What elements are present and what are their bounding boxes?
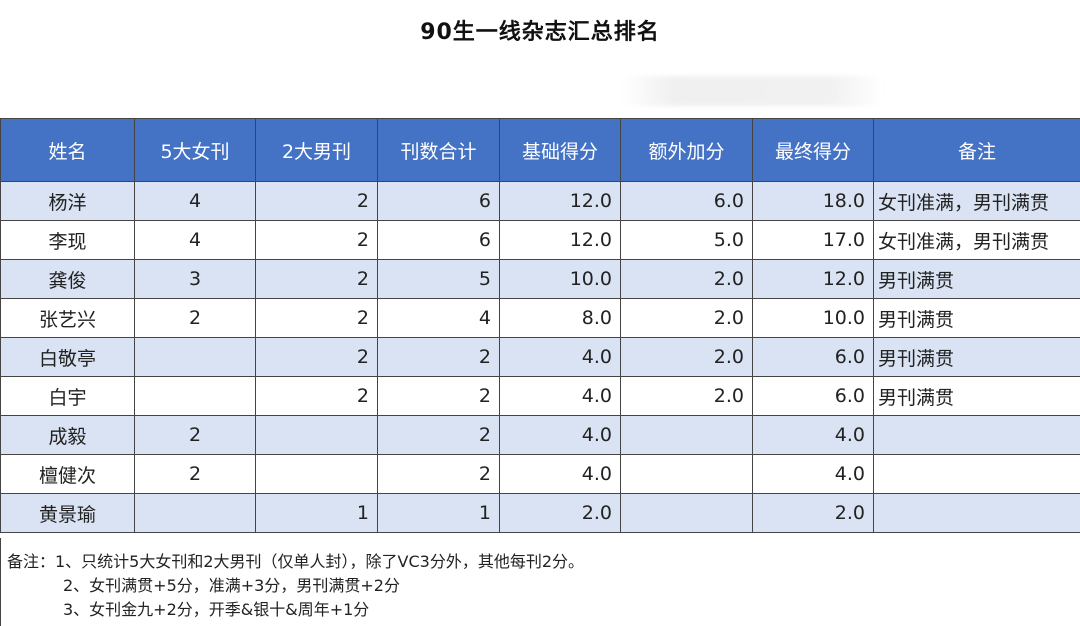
table-row: 张艺兴 2 2 4 8.0 2.0 10.0 男刊满贯 xyxy=(0,298,1080,338)
note-line-2: 2、女刊满贯+5分，准满+3分，男刊满贯+2分 xyxy=(63,576,400,595)
cell-total-count: 5 xyxy=(377,259,500,299)
cell-remarks: 女刊准满，男刊满贯 xyxy=(873,220,1080,260)
cell-bonus-score: 2.0 xyxy=(620,337,753,377)
cell-female-magazines: 2 xyxy=(134,454,256,494)
cell-remarks: 男刊满贯 xyxy=(873,259,1080,299)
cell-base-score: 4.0 xyxy=(499,454,621,494)
cell-male-magazines xyxy=(255,415,378,455)
table-row: 李现 4 2 6 12.0 5.0 17.0 女刊准满，男刊满贯 xyxy=(0,220,1080,260)
cell-name: 黄景瑜 xyxy=(0,493,135,533)
cell-female-magazines xyxy=(134,376,256,416)
cell-male-magazines: 2 xyxy=(255,259,378,299)
cell-male-magazines: 2 xyxy=(255,376,378,416)
cell-bonus-score: 2.0 xyxy=(620,259,753,299)
cell-final-score: 10.0 xyxy=(752,298,874,338)
table-row: 白敬亭 2 2 4.0 2.0 6.0 男刊满贯 xyxy=(0,337,1080,377)
cell-female-magazines: 3 xyxy=(134,259,256,299)
cell-bonus-score: 2.0 xyxy=(620,376,753,416)
cell-bonus-score: 5.0 xyxy=(620,220,753,260)
cell-base-score: 4.0 xyxy=(499,415,621,455)
column-header-final-score: 最终得分 xyxy=(752,118,874,182)
cell-male-magazines: 1 xyxy=(255,493,378,533)
note-line-3: 3、女刊金九+2分，开季&银十&周年+1分 xyxy=(63,600,370,619)
cell-total-count: 2 xyxy=(377,337,500,377)
cell-total-count: 4 xyxy=(377,298,500,338)
cell-name: 龚俊 xyxy=(0,259,135,299)
note-line-1: 备注：1、只统计5大女刊和2大男刊（仅单人封），除了VC3分外，其他每刊2分。 xyxy=(7,552,585,571)
table-body: 杨洋 4 2 6 12.0 6.0 18.0 女刊准满，男刊满贯 李现 4 2 6 12.0 5.0 17.… xyxy=(0,181,1080,533)
column-header-male-magazines: 2大男刊 xyxy=(255,118,378,182)
table-row: 檀健次 2 2 4.0 4.0 xyxy=(0,454,1080,494)
cell-name: 檀健次 xyxy=(0,454,135,494)
cell-base-score: 2.0 xyxy=(499,493,621,533)
cell-base-score: 8.0 xyxy=(499,298,621,338)
table-row: 杨洋 4 2 6 12.0 6.0 18.0 女刊准满，男刊满贯 xyxy=(0,181,1080,221)
cell-base-score: 12.0 xyxy=(499,181,621,221)
cell-female-magazines: 2 xyxy=(134,415,256,455)
cell-total-count: 2 xyxy=(377,454,500,494)
cell-name: 李现 xyxy=(0,220,135,260)
cell-total-count: 6 xyxy=(377,181,500,221)
cell-base-score: 12.0 xyxy=(499,220,621,260)
cell-remarks: 男刊满贯 xyxy=(873,298,1080,338)
cell-final-score: 2.0 xyxy=(752,493,874,533)
cell-final-score: 18.0 xyxy=(752,181,874,221)
cell-bonus-score: 6.0 xyxy=(620,181,753,221)
cell-bonus-score xyxy=(620,454,753,494)
cell-female-magazines: 4 xyxy=(134,220,256,260)
cell-final-score: 17.0 xyxy=(752,220,874,260)
cell-final-score: 12.0 xyxy=(752,259,874,299)
cell-name: 张艺兴 xyxy=(0,298,135,338)
cell-remarks: 男刊满贯 xyxy=(873,337,1080,377)
cell-final-score: 6.0 xyxy=(752,337,874,377)
cell-male-magazines: 2 xyxy=(255,220,378,260)
ranking-table: 姓名 5大女刊 2大男刊 刊数合计 基础得分 额外加分 最终得分 备注 杨洋 4 2… xyxy=(0,118,1080,533)
cell-total-count: 1 xyxy=(377,493,500,533)
table-row: 白宇 2 2 4.0 2.0 6.0 男刊满贯 xyxy=(0,376,1080,416)
cell-female-magazines xyxy=(134,337,256,377)
column-header-bonus-score: 额外加分 xyxy=(620,118,753,182)
cell-remarks xyxy=(873,415,1080,455)
cell-bonus-score xyxy=(620,415,753,455)
cell-name: 白敬亭 xyxy=(0,337,135,377)
cell-name: 杨洋 xyxy=(0,181,135,221)
cell-female-magazines: 4 xyxy=(134,181,256,221)
cell-remarks xyxy=(873,493,1080,533)
cell-male-magazines: 2 xyxy=(255,181,378,221)
faded-watermark xyxy=(622,76,884,106)
column-header-name: 姓名 xyxy=(0,118,135,182)
cell-bonus-score: 2.0 xyxy=(620,298,753,338)
column-header-base-score: 基础得分 xyxy=(499,118,621,182)
cell-female-magazines xyxy=(134,493,256,533)
cell-total-count: 2 xyxy=(377,415,500,455)
cell-total-count: 6 xyxy=(377,220,500,260)
cell-final-score: 4.0 xyxy=(752,415,874,455)
cell-remarks: 女刊准满，男刊满贯 xyxy=(873,181,1080,221)
cell-base-score: 4.0 xyxy=(499,337,621,377)
column-header-remarks: 备注 xyxy=(873,118,1080,182)
cell-name: 白宇 xyxy=(0,376,135,416)
column-header-total-count: 刊数合计 xyxy=(377,118,500,182)
cell-female-magazines: 2 xyxy=(134,298,256,338)
table-row: 成毅 2 2 4.0 4.0 xyxy=(0,415,1080,455)
cell-male-magazines: 2 xyxy=(255,337,378,377)
table-row: 龚俊 3 2 5 10.0 2.0 12.0 男刊满贯 xyxy=(0,259,1080,299)
cell-remarks: 男刊满贯 xyxy=(873,376,1080,416)
cell-name: 成毅 xyxy=(0,415,135,455)
table-row: 黄景瑜 1 1 2.0 2.0 xyxy=(0,493,1080,533)
column-header-female-magazines: 5大女刊 xyxy=(134,118,256,182)
cell-base-score: 10.0 xyxy=(499,259,621,299)
notes-section: 备注：1、只统计5大女刊和2大男刊（仅单人封），除了VC3分外，其他每刊2分。 … xyxy=(0,538,1080,626)
cell-male-magazines xyxy=(255,454,378,494)
table-header-row: 姓名 5大女刊 2大男刊 刊数合计 基础得分 额外加分 最终得分 备注 xyxy=(0,118,1080,182)
cell-bonus-score xyxy=(620,493,753,533)
cell-base-score: 4.0 xyxy=(499,376,621,416)
cell-final-score: 6.0 xyxy=(752,376,874,416)
cell-final-score: 4.0 xyxy=(752,454,874,494)
cell-remarks xyxy=(873,454,1080,494)
page-title: 90生一线杂志汇总排名 xyxy=(420,20,660,45)
cell-male-magazines: 2 xyxy=(255,298,378,338)
cell-total-count: 2 xyxy=(377,376,500,416)
